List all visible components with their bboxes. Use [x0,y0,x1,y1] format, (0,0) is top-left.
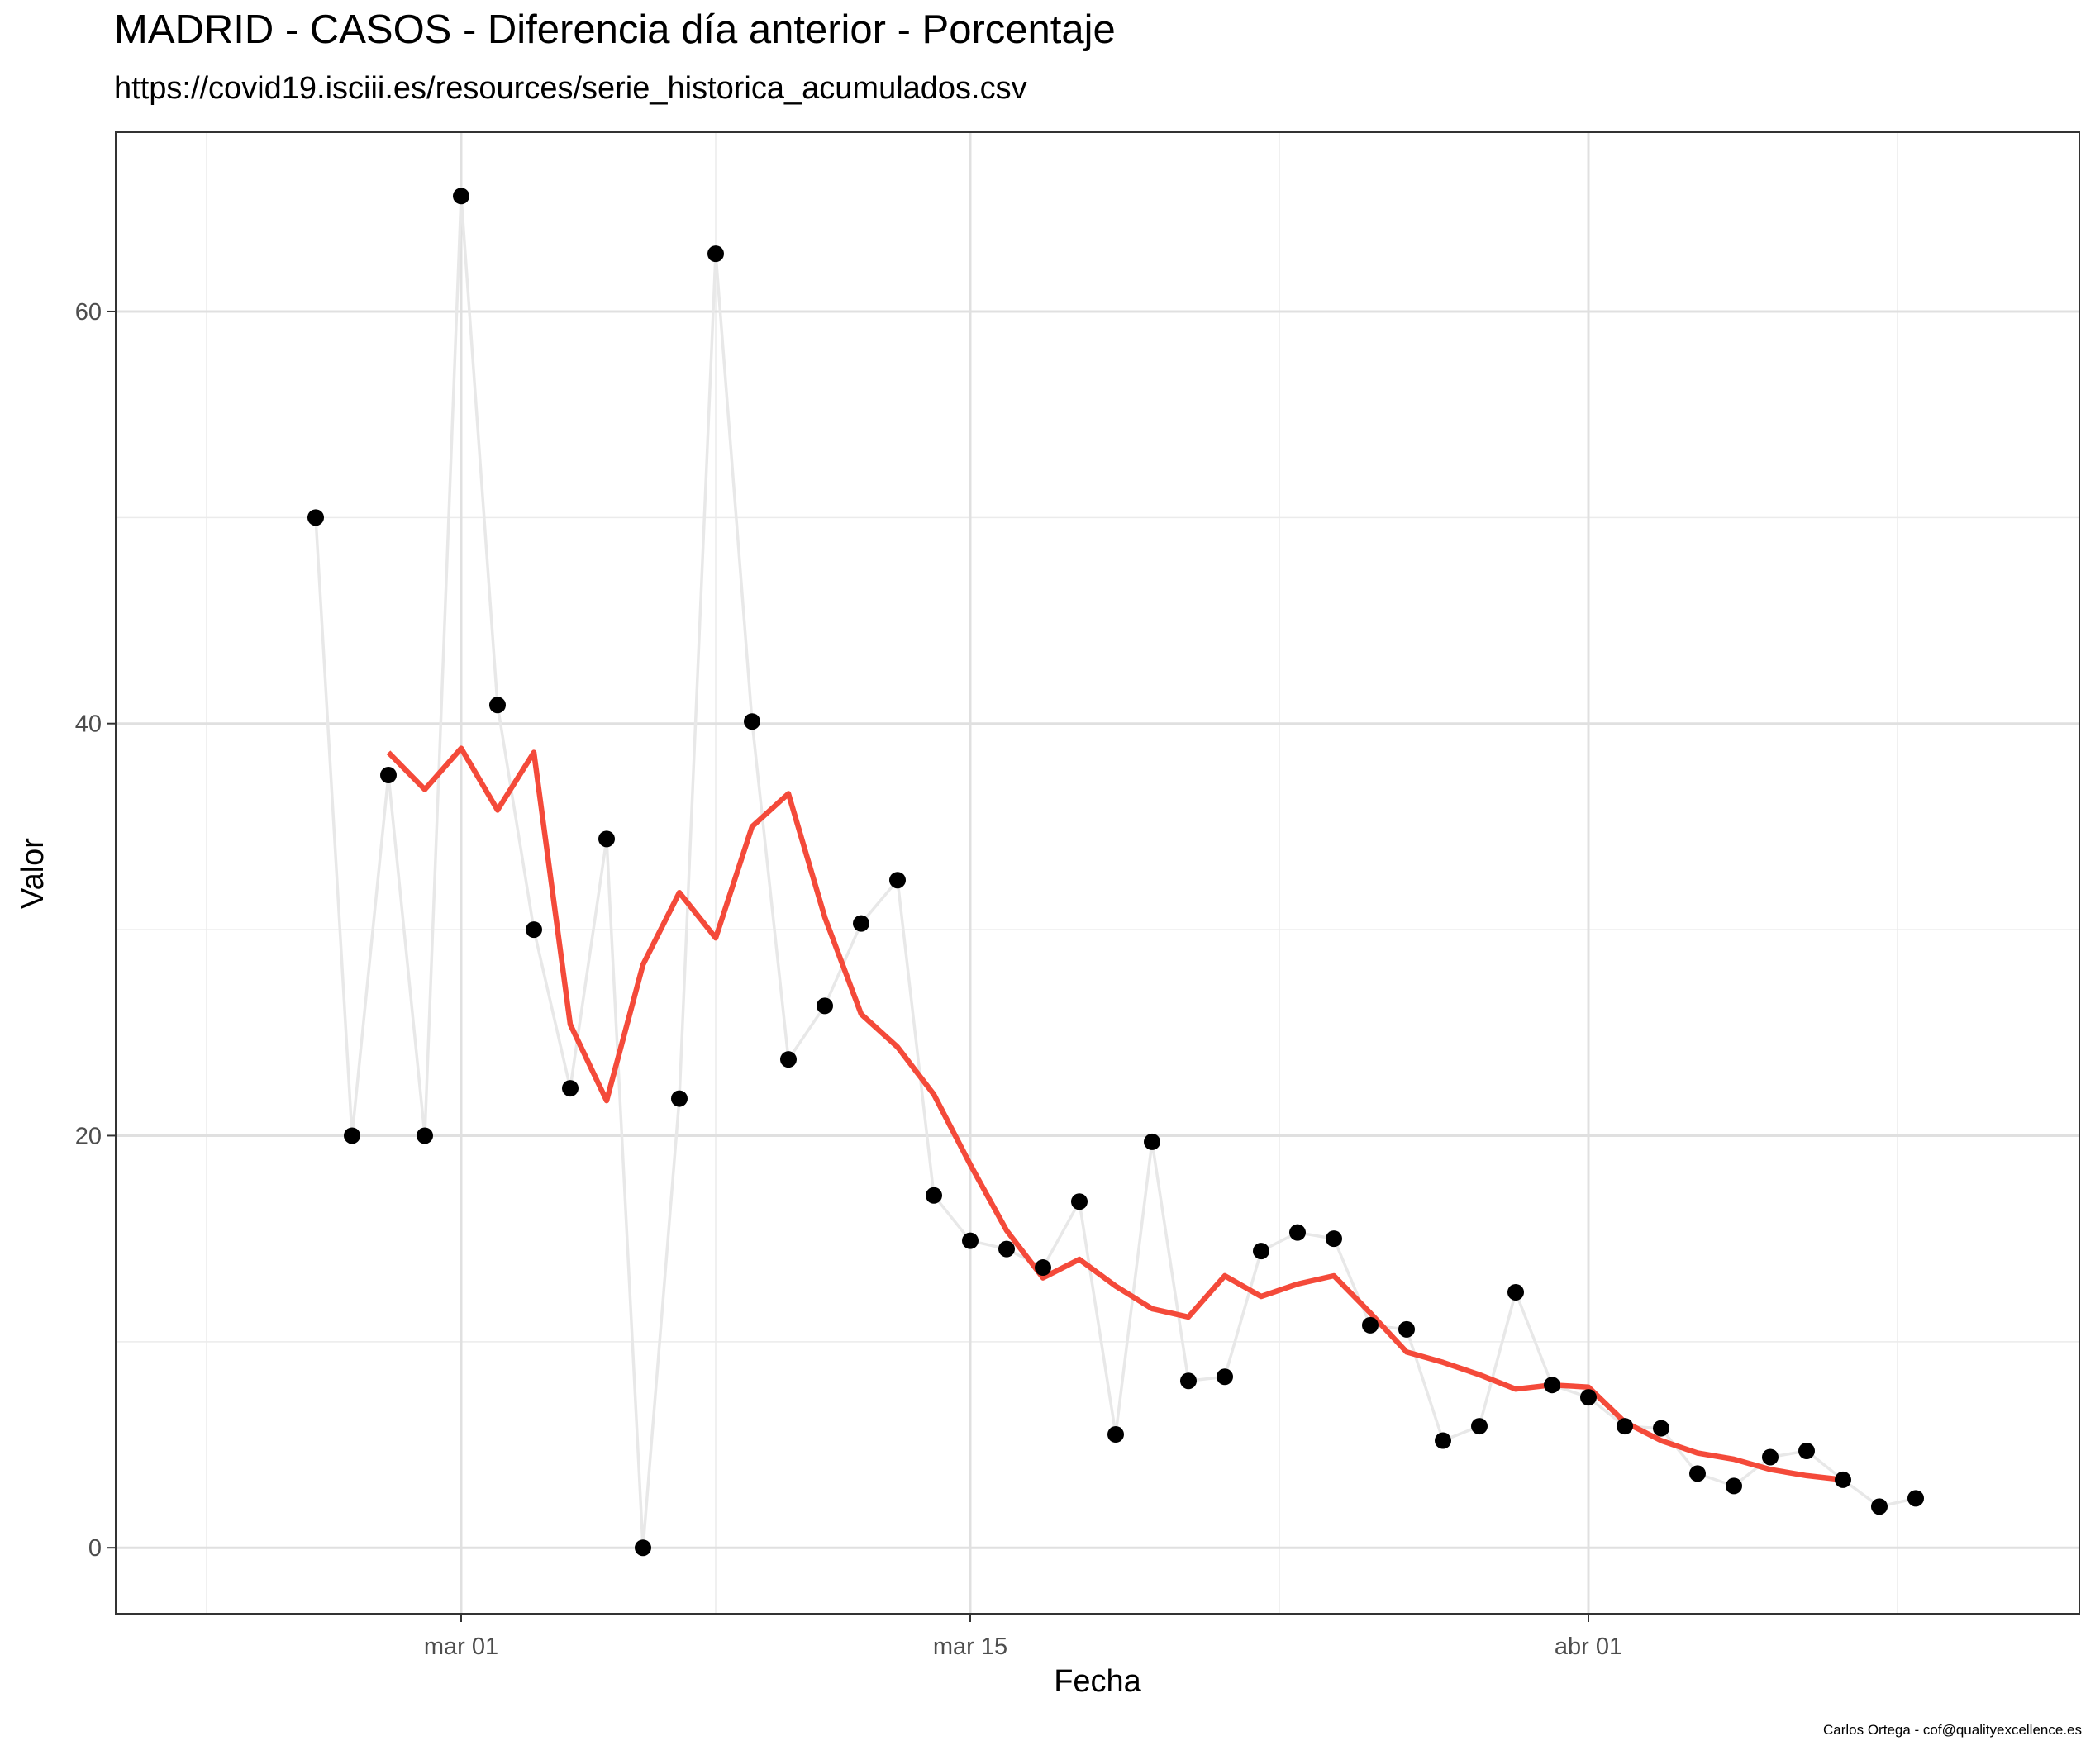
data-point [998,1240,1015,1258]
x-tick-label: mar 01 [424,1634,498,1660]
data-point [1253,1243,1269,1260]
chart-title: MADRID - CASOS - Diferencia día anterior… [114,7,1116,52]
data-point [1217,1368,1233,1386]
data-point [889,872,906,889]
chart-subtitle: https://covid19.isciii.es/resources/seri… [114,71,1027,106]
y-tick-label: 40 [75,711,102,738]
data-point [635,1539,651,1557]
data-point [1689,1465,1706,1482]
data-point [1144,1133,1160,1150]
data-point [1653,1420,1669,1437]
data-point [562,1080,579,1097]
data-point [1435,1432,1451,1449]
data-point [1471,1418,1488,1435]
raw-series [314,194,1917,1549]
data-points [307,188,1924,1557]
data-point [1507,1283,1524,1301]
data-point [344,1127,360,1144]
y-axis-title: Valor [16,838,50,909]
data-point [598,830,615,848]
data-point [962,1232,979,1249]
moving-average-series [386,745,1844,1483]
data-point [1071,1193,1088,1210]
y-axis-ticks: 0 20 40 60 [75,299,116,1562]
x-axis-title: Fecha [1054,1664,1141,1699]
data-point [1398,1320,1415,1338]
data-point [489,697,506,714]
data-point [1035,1259,1051,1277]
data-point [1107,1426,1124,1443]
data-point [380,767,397,784]
panel-border [115,131,2080,1615]
x-tick-label: mar 15 [933,1634,1007,1660]
data-point [926,1187,942,1204]
data-point [1871,1498,1888,1515]
x-tick-label: abr 01 [1555,1634,1622,1660]
y-tick-label: 20 [75,1123,102,1149]
data-point [453,188,469,205]
data-point [1180,1372,1197,1390]
data-point [817,997,833,1015]
data-point [1617,1418,1633,1435]
data-point [1580,1389,1597,1406]
data-point [853,915,869,932]
y-tick-label: 0 [88,1535,102,1562]
data-point [417,1127,433,1144]
data-point [1762,1448,1779,1466]
data-point [1835,1471,1851,1488]
data-point [1726,1477,1742,1495]
data-point [671,1090,688,1107]
raw-series-line [314,194,1917,1549]
moving-average-line [386,745,1844,1483]
data-point [1326,1230,1342,1248]
data-point [526,921,542,939]
x-axis-ticks: mar 01 mar 15 abr 01 [424,1614,1622,1660]
data-point [1544,1377,1560,1394]
gridlines [116,132,2079,1614]
y-tick-label: 60 [75,299,102,326]
data-point [1362,1316,1379,1334]
data-point [707,245,724,263]
data-point [780,1051,797,1068]
chart-caption: Carlos Ortega - cof@qualityexcellence.es [1822,1722,2082,1738]
data-point [1289,1224,1306,1241]
data-point [1907,1490,1924,1507]
data-point [307,509,324,526]
data-point [744,713,760,730]
data-point [1798,1442,1815,1459]
